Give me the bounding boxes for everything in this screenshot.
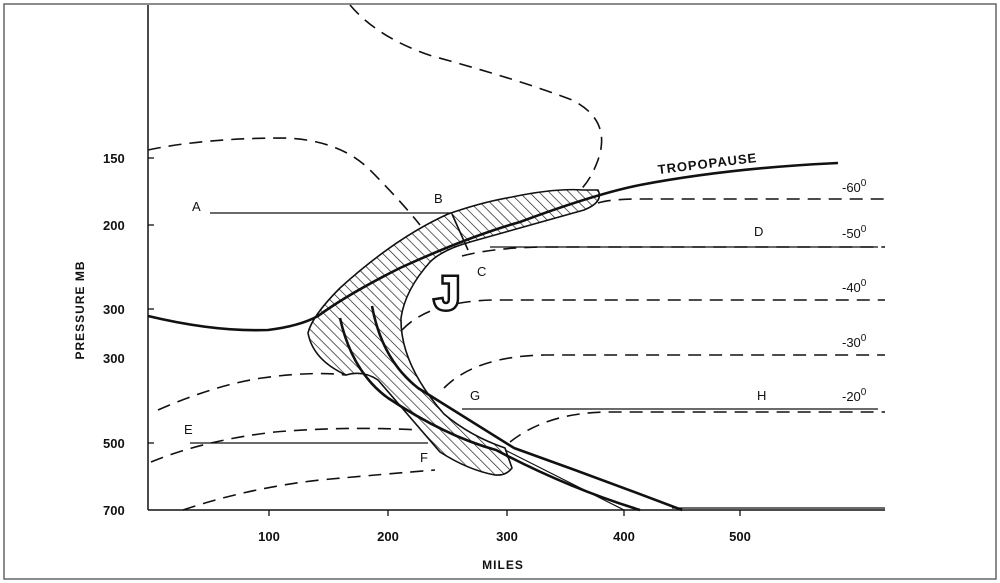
frontal-zone-divider	[451, 213, 469, 251]
x-tick-label-100: 100	[258, 529, 280, 544]
point-label-h: H	[757, 388, 766, 403]
isotherm-tall-curve	[349, 4, 603, 193]
y-tick-label-300: 300	[103, 302, 125, 317]
point-label-f: F	[420, 450, 428, 465]
y-axis-title: PRESSURE MB	[73, 260, 87, 359]
isotherm-label-minus-50: -500	[842, 224, 867, 241]
point-label-g: G	[470, 388, 480, 403]
x-tick-label-500: 500	[729, 529, 751, 544]
isotherm-minus-30	[443, 354, 885, 389]
isotherm-label-minus-40: -400	[842, 278, 867, 295]
isotherm-upper-left	[147, 137, 421, 226]
point-label-c: C	[477, 264, 486, 279]
x-axis-title: MILES	[482, 558, 524, 572]
y-tick-label-700: 700	[103, 503, 125, 518]
isotherm-minus-40	[401, 299, 885, 331]
x-tick-marks	[268, 510, 741, 516]
point-label-b: B	[434, 191, 443, 206]
isotherm-label-minus-60: -600	[842, 178, 867, 195]
y-tick-marks	[148, 157, 154, 444]
tropopause-line	[147, 161, 839, 332]
y-tick-label-200: 200	[103, 218, 125, 233]
x-tick-label-200: 200	[377, 529, 399, 544]
isotherm-left-400	[157, 372, 347, 411]
front-upper-boundary	[338, 317, 641, 512]
isotherm-minus-50	[461, 246, 885, 257]
front-lower-boundary	[370, 305, 683, 512]
frontal-zone-hatched	[307, 188, 601, 476]
y-tick-label-300-lower: 300	[103, 351, 125, 366]
isotherm-minus-20	[509, 411, 885, 443]
point-label-d: D	[754, 224, 763, 239]
isotherm-label-minus-20: -200	[842, 387, 867, 404]
isotherm-left-700	[182, 469, 436, 511]
point-label-e: E	[184, 422, 193, 437]
x-tick-label-400: 400	[613, 529, 635, 544]
jet-core-symbol: J	[434, 267, 460, 319]
y-tick-label-150: 150	[103, 151, 125, 166]
isotherm-minus-60	[597, 198, 885, 204]
isotherm-left-500	[150, 427, 421, 463]
point-label-a: A	[192, 199, 201, 214]
figure-border	[3, 3, 997, 580]
isotherm-label-minus-30: -300	[842, 333, 867, 350]
x-tick-label-300: 300	[496, 529, 518, 544]
y-tick-label-500: 500	[103, 436, 125, 451]
front-inner-boundary	[504, 449, 625, 511]
